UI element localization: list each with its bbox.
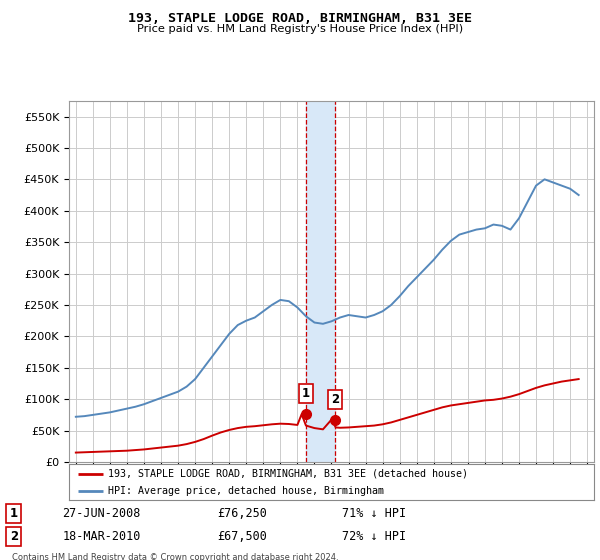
Bar (306, 101, 335, 462)
Text: 193, STAPLE LODGE ROAD, BIRMINGHAM, B31 3EE (detached house): 193, STAPLE LODGE ROAD, BIRMINGHAM, B31 … (109, 469, 469, 479)
Text: 2: 2 (10, 530, 18, 543)
Text: 1: 1 (302, 388, 310, 400)
Text: Contains HM Land Registry data © Crown copyright and database right 2024.
This d: Contains HM Land Registry data © Crown c… (12, 553, 338, 560)
Text: HPI: Average price, detached house, Birmingham: HPI: Average price, detached house, Birm… (109, 487, 385, 496)
Text: 193, STAPLE LODGE ROAD, BIRMINGHAM, B31 3EE: 193, STAPLE LODGE ROAD, BIRMINGHAM, B31 … (128, 12, 472, 25)
Text: Price paid vs. HM Land Registry's House Price Index (HPI): Price paid vs. HM Land Registry's House … (137, 24, 463, 34)
Text: 27-JUN-2008: 27-JUN-2008 (62, 507, 141, 520)
Text: 2: 2 (331, 393, 339, 406)
Text: 1: 1 (10, 507, 18, 520)
Text: 18-MAR-2010: 18-MAR-2010 (62, 530, 141, 543)
Text: £67,500: £67,500 (217, 530, 267, 543)
Text: 72% ↓ HPI: 72% ↓ HPI (341, 530, 406, 543)
Text: 71% ↓ HPI: 71% ↓ HPI (341, 507, 406, 520)
Text: £76,250: £76,250 (217, 507, 267, 520)
